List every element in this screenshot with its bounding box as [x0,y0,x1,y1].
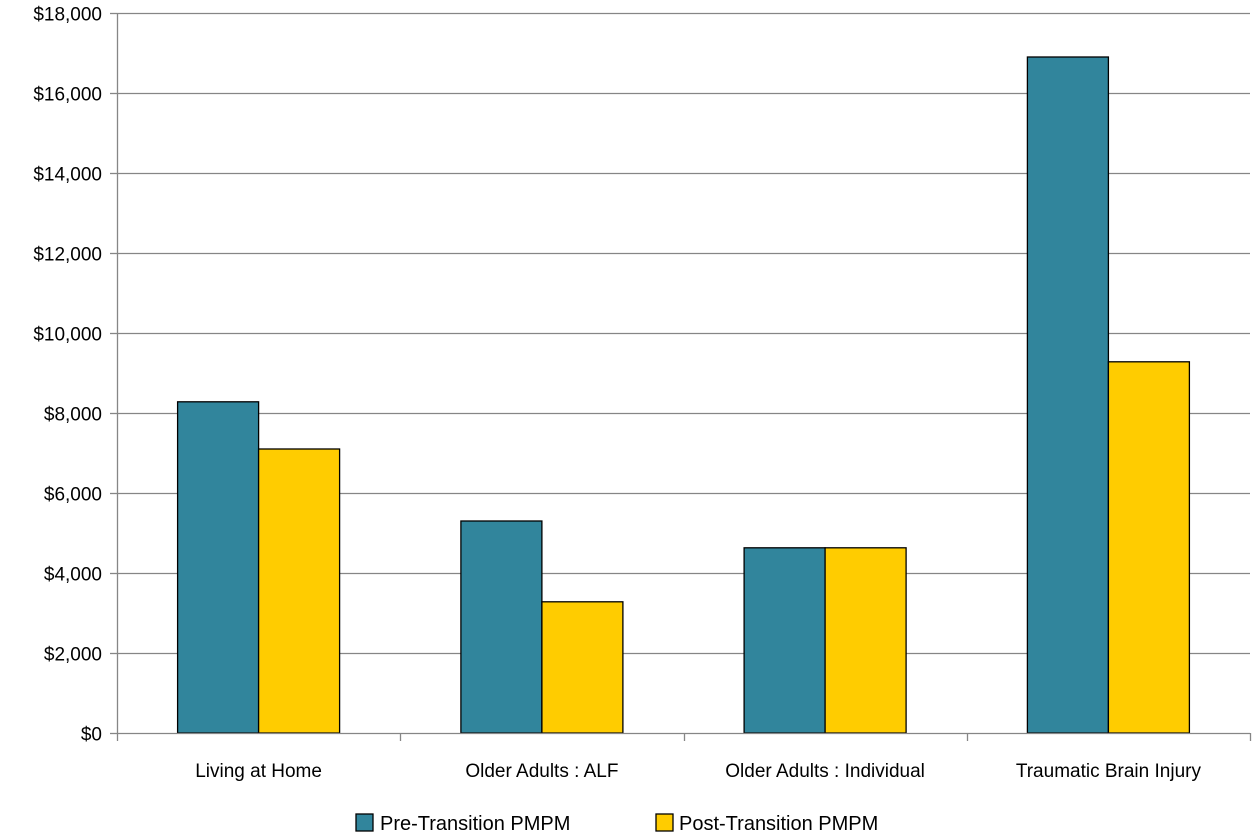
bar-post-1 [541,601,624,734]
bar-post-3 [1107,361,1191,734]
bar-post-2 [824,547,907,734]
legend-swatch-post [655,813,674,832]
x-tick-label: Traumatic Brain Injury [1016,761,1202,782]
y-axis: $0 $2,000 $4,000 $6,000 $8,000 $10,000 $12,000… [33,5,119,746]
y-tick-label: $6,000 [44,485,102,506]
legend-label-post: Post-Transition PMPM [679,813,878,835]
bar-post-0 [257,448,341,734]
y-tick-label: $10,000 [33,325,102,346]
x-axis: Living at Home Older Adults : ALF Older Ad… [116,732,1252,782]
y-tick-label: $8,000 [44,405,102,426]
y-tick-label: $12,000 [33,245,102,266]
y-tick-label: $18,000 [33,5,102,26]
y-tick-label: $2,000 [44,645,102,666]
y-tick-label: $14,000 [33,165,102,186]
x-tick-label: Older Adults : Individual [725,761,925,782]
bar-pre-1 [460,520,543,734]
x-tick-label: Older Adults : ALF [465,761,618,782]
x-tick-label: Living at Home [195,761,322,782]
bar-pre-3 [1026,56,1110,734]
bar-pre-0 [176,401,260,734]
y-tick-label: $0 [81,725,102,746]
legend-label-pre: Pre-Transition PMPM [380,813,570,835]
bar-pre-2 [743,547,826,734]
legend: Pre-Transition PMPM Post-Transition PMPM [355,813,878,835]
y-tick-label: $16,000 [33,85,102,106]
legend-swatch-pre [355,813,374,832]
y-tick-label: $4,000 [44,565,102,586]
bars [176,56,1191,734]
